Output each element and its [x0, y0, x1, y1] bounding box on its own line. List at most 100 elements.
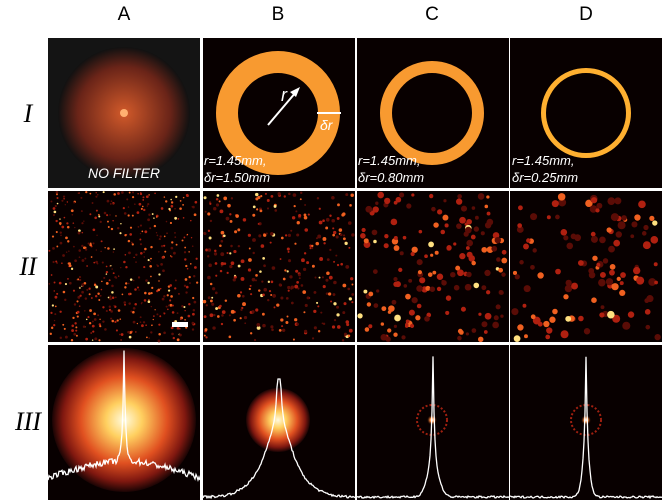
speckle [98, 339, 100, 341]
speckle [219, 200, 221, 202]
speckle [558, 193, 566, 201]
speckle [360, 233, 366, 239]
speckle [375, 202, 378, 205]
speckle [94, 318, 97, 321]
speckle [229, 265, 232, 268]
speckle [186, 194, 189, 197]
speckle [288, 259, 291, 262]
speckle [262, 313, 265, 316]
speckle [231, 197, 233, 199]
panel-background [203, 191, 355, 342]
speckle [210, 313, 214, 317]
speckle [92, 330, 94, 332]
speckle [578, 316, 584, 322]
speckle [394, 315, 401, 322]
speckle [111, 228, 113, 230]
speckle [333, 261, 335, 263]
speckle [59, 311, 61, 313]
speckle [645, 325, 650, 330]
speckle [97, 314, 99, 316]
speckle [53, 324, 55, 326]
speckle [144, 292, 147, 295]
speckle [450, 272, 455, 277]
speckle [158, 324, 160, 326]
speckle [106, 214, 108, 216]
speckle [334, 319, 336, 321]
speckle [320, 312, 322, 314]
speckle [634, 214, 640, 220]
speckle [56, 293, 58, 295]
speckle [67, 240, 69, 242]
speckle [349, 297, 352, 300]
speckle [71, 324, 74, 327]
speckle [636, 277, 644, 285]
speckle [137, 193, 139, 195]
speckle [79, 286, 80, 287]
speckle [193, 309, 195, 311]
speckle [428, 272, 433, 277]
speckle [409, 310, 415, 316]
speckle [288, 193, 291, 196]
speckle [619, 290, 625, 296]
speckle [148, 194, 150, 196]
speckle [161, 245, 163, 247]
speckle [500, 291, 504, 295]
speckle [217, 194, 220, 197]
speckle [349, 329, 353, 333]
speckle [242, 302, 246, 306]
speckle [613, 240, 620, 247]
speckle [137, 323, 138, 324]
speckle [191, 237, 192, 238]
speckle [330, 300, 332, 302]
speckle [491, 246, 497, 252]
speckle [243, 218, 246, 221]
speckle [210, 300, 213, 303]
speckle [148, 299, 149, 300]
speckle [115, 215, 116, 216]
speckle [187, 268, 189, 270]
speckle [494, 315, 499, 320]
speckle [124, 304, 126, 306]
speckle [130, 310, 132, 312]
spectrum-peak [581, 415, 591, 425]
speckle [344, 333, 347, 336]
speckle [601, 305, 605, 309]
speckle [538, 322, 543, 327]
speckle [616, 231, 622, 237]
speckle [530, 265, 535, 270]
speckle [437, 209, 442, 214]
speckle [157, 265, 159, 267]
width-label: δr [320, 117, 334, 133]
speckle [315, 242, 319, 246]
speckle [185, 291, 187, 293]
speckle [54, 320, 55, 321]
speckle [323, 285, 326, 288]
speckle [454, 285, 460, 291]
speckle [159, 238, 161, 240]
speckle [166, 221, 168, 223]
speckle [347, 288, 350, 291]
speckle [607, 311, 615, 319]
speckle [64, 299, 66, 301]
speckle [51, 201, 53, 203]
speckle [332, 227, 334, 229]
speckle [255, 197, 258, 200]
speckle [85, 191, 87, 193]
speckle [253, 205, 256, 208]
speckle [337, 325, 341, 329]
speckle [270, 325, 273, 328]
speckle [584, 328, 590, 334]
speckle [304, 216, 308, 220]
speckle [147, 203, 149, 205]
speckle [182, 239, 184, 241]
speckle [312, 337, 314, 339]
speckle [132, 243, 134, 245]
speckle [63, 291, 66, 294]
speckle [152, 213, 154, 215]
speckle [654, 281, 658, 285]
speckle [208, 248, 212, 252]
speckle [160, 263, 163, 266]
speckle [643, 225, 648, 230]
speckle [166, 232, 168, 234]
speckle [94, 337, 97, 340]
